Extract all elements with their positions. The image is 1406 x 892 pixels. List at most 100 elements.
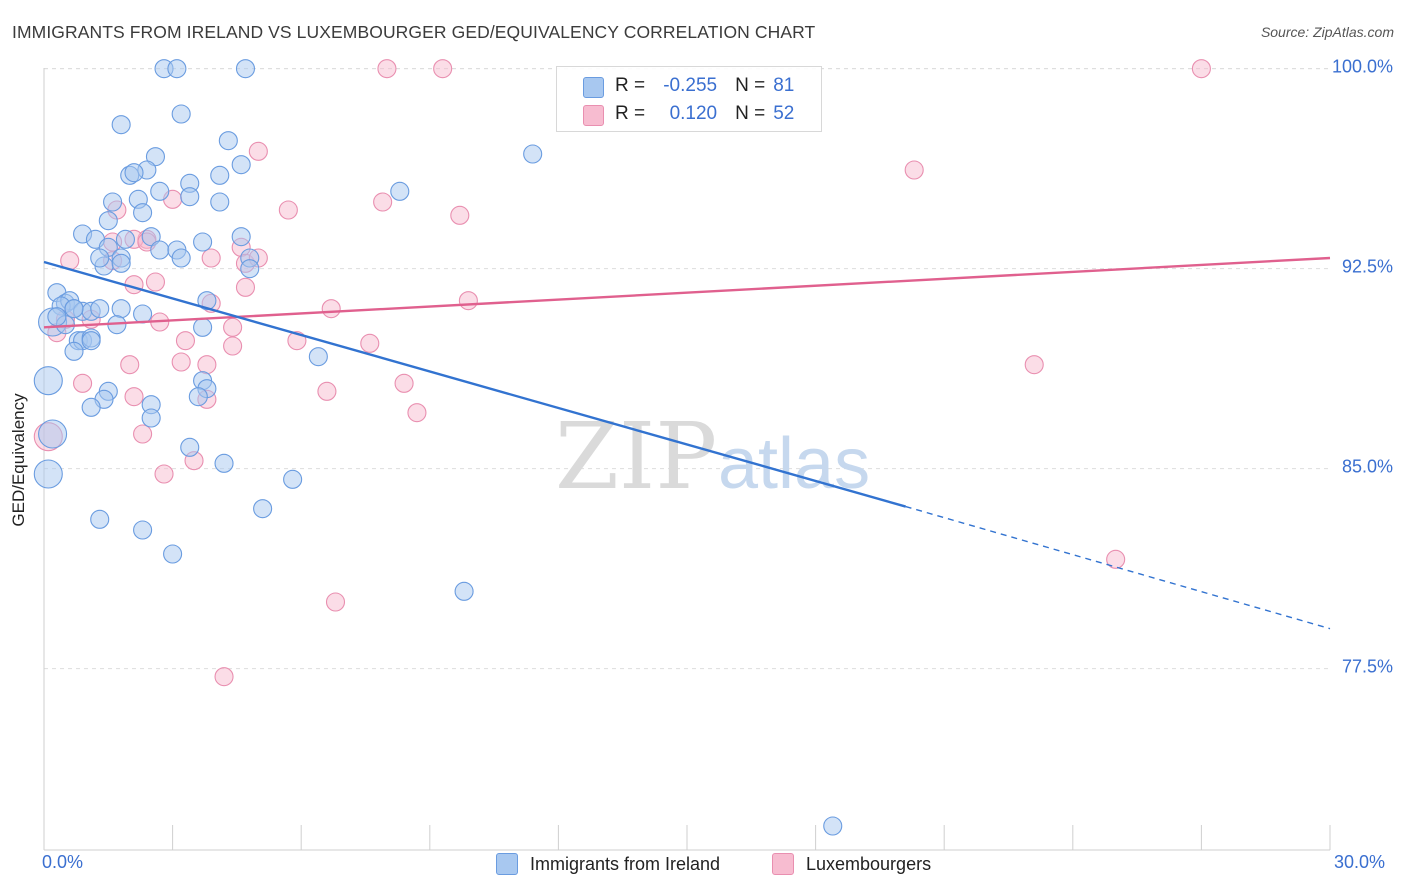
axes (43, 68, 1331, 851)
data-point-ireland (90, 248, 110, 268)
data-point-ireland (180, 437, 200, 457)
data-point-lux (450, 205, 470, 225)
data-point-ireland (210, 165, 230, 185)
data-point-lux (120, 355, 140, 375)
data-point-ireland (253, 499, 273, 519)
data-point-ireland (150, 240, 170, 260)
series-legend-swatch-lux (772, 853, 794, 875)
data-point-ireland (167, 59, 187, 79)
data-point-ireland (308, 347, 328, 367)
data-point-ireland (180, 187, 200, 207)
watermark: ZIP atlas (555, 403, 870, 510)
data-point-lux (1024, 355, 1044, 375)
data-point-ireland (133, 203, 153, 223)
trend-line-ireland (43, 260, 906, 508)
data-point-ireland (33, 366, 63, 396)
data-point-lux (1191, 59, 1211, 79)
data-point-lux (223, 336, 243, 356)
legend-n-label: N = (735, 103, 766, 124)
data-point-lux (278, 200, 298, 220)
data-point-ireland (171, 104, 191, 124)
data-point-lux (175, 331, 196, 351)
y-tick-label: 85.0% (1342, 457, 1393, 477)
legend-r-label: R = (615, 75, 646, 96)
data-point-ireland (133, 520, 153, 540)
data-point-ireland (98, 211, 118, 231)
data-point-ireland (81, 331, 101, 351)
data-point-ireland (210, 192, 230, 212)
legend-r-label: R = (615, 103, 646, 124)
data-point-ireland (231, 227, 251, 247)
watermark-atlas: atlas (718, 424, 870, 504)
trend-line-lux (43, 256, 1331, 329)
data-point-ireland (64, 299, 84, 319)
data-point-lux (360, 333, 380, 353)
data-point-lux (458, 291, 478, 311)
data-point-lux (377, 59, 397, 79)
data-point-lux (223, 317, 243, 337)
series-legend-label-ireland: Immigrants from Ireland (530, 853, 721, 874)
data-point-ireland (141, 227, 161, 247)
correlation-legend: R = -0.255 N = 81 R = 0.120 N = 52 (556, 66, 822, 132)
data-point-ireland (111, 115, 131, 135)
data-point-ireland (231, 155, 251, 175)
legend-lux-r: 0.120 (669, 103, 718, 124)
series-legend-ireland: Immigrants from Ireland (496, 850, 720, 878)
series-legend-swatch-ireland (496, 853, 518, 875)
data-point-ireland (124, 163, 144, 183)
data-point-lux (317, 381, 337, 401)
data-point-ireland (38, 419, 68, 449)
data-point-ireland (90, 509, 110, 529)
data-point-ireland (218, 131, 238, 151)
trend-line-ireland-extrapolated (905, 505, 1331, 630)
data-point-lux (407, 403, 427, 423)
data-point-lux (201, 248, 221, 268)
legend-swatch-lux (583, 105, 604, 126)
data-point-lux (145, 272, 166, 292)
legend-row-ireland: R = -0.255 N = 81 (615, 72, 794, 100)
data-point-ireland (240, 259, 260, 279)
data-point-ireland (64, 341, 84, 361)
chart-title: IMMIGRANTS FROM IRELAND VS LUXEMBOURGER … (12, 22, 816, 42)
data-point-ireland (214, 453, 234, 473)
data-point-lux (904, 160, 924, 180)
data-point-ireland (163, 544, 183, 564)
trend-lines (43, 256, 1331, 630)
data-point-lux (433, 59, 453, 79)
data-point-lux (235, 277, 256, 297)
data-point-ireland (193, 232, 213, 252)
data-point-ireland (171, 248, 191, 268)
data-point-ireland (111, 253, 131, 273)
y-tick-labels: 100.0% 92.5% 85.0% 77.5% (1332, 57, 1393, 677)
data-point-ireland (283, 469, 303, 489)
x-tick-label-min: 0.0% (42, 852, 84, 872)
series-ireland (33, 59, 843, 836)
data-point-lux (321, 299, 341, 319)
series-legend-label-lux: Luxembourgers (806, 853, 932, 874)
data-point-ireland (193, 317, 213, 337)
data-point-ireland (390, 181, 410, 201)
data-point-lux (73, 373, 93, 393)
y-tick-label: 100.0% (1332, 57, 1393, 77)
data-point-ireland (90, 299, 110, 319)
data-point-ireland (47, 307, 67, 327)
x-tick-label-max: 30.0% (1334, 852, 1386, 872)
watermark-zip: ZIP (555, 403, 717, 510)
data-point-lux (325, 592, 346, 612)
legend-n-label: N = (735, 75, 766, 96)
data-point-ireland (133, 304, 153, 324)
data-point-ireland (141, 408, 161, 428)
data-point-ireland (150, 181, 170, 201)
data-point-lux (1106, 549, 1126, 569)
data-point-ireland (33, 459, 63, 489)
legend-row-lux: R = 0.120 N = 52 (615, 100, 794, 128)
data-point-ireland (111, 299, 131, 319)
data-point-ireland (115, 229, 135, 249)
data-point-ireland (523, 144, 543, 164)
data-point-lux (214, 667, 234, 687)
data-point-lux (373, 192, 393, 212)
data-point-ireland (197, 291, 217, 311)
data-point-ireland (235, 59, 256, 79)
data-point-ireland (103, 192, 123, 212)
data-point-lux (154, 464, 174, 484)
